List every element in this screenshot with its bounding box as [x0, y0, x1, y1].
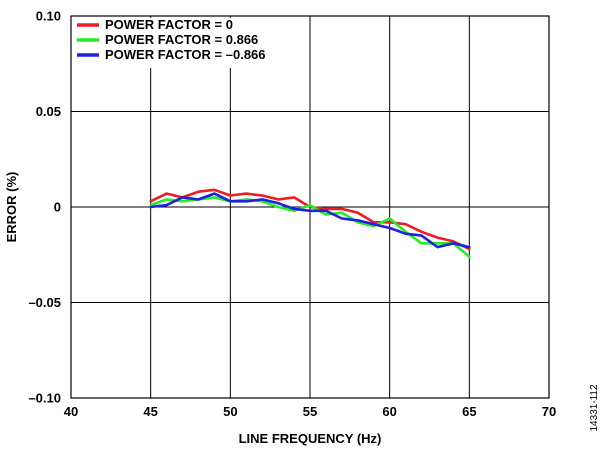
- x-axis-label: LINE FREQUENCY (Hz): [239, 431, 382, 446]
- series-line-3: [149, 192, 471, 249]
- y-tick-label: –0.05: [28, 295, 61, 310]
- x-tick-label: 70: [542, 404, 556, 419]
- y-tick-labels: 0.10 0.05 0 –0.05 –0.10: [28, 9, 61, 406]
- legend-label: POWER FACTOR = –0.866: [105, 47, 266, 62]
- x-tick-label: 40: [64, 404, 78, 419]
- x-tick-label: 50: [223, 404, 237, 419]
- y-tick-label: 0: [54, 200, 61, 215]
- series-lines: [149, 188, 471, 259]
- y-tick-label: 0.05: [36, 104, 61, 119]
- x-tick-label: 45: [143, 404, 157, 419]
- x-tick-label: 65: [462, 404, 476, 419]
- x-tick-label: 55: [303, 404, 317, 419]
- x-tick-labels: 40 45 50 55 60 65 70: [64, 404, 556, 419]
- y-tick-label: –0.10: [28, 391, 61, 406]
- x-tick-label: 60: [382, 404, 396, 419]
- legend-label: POWER FACTOR = 0: [105, 17, 233, 32]
- plot-frame: [70, 15, 550, 399]
- figure-id-label: 14331-112: [589, 384, 600, 432]
- legend-background: [73, 18, 305, 68]
- series-line-1: [149, 188, 471, 251]
- legend-label: POWER FACTOR = 0.866: [105, 32, 258, 47]
- y-tick-label: 0.10: [36, 9, 61, 24]
- y-axis-label: ERROR (%): [4, 172, 19, 243]
